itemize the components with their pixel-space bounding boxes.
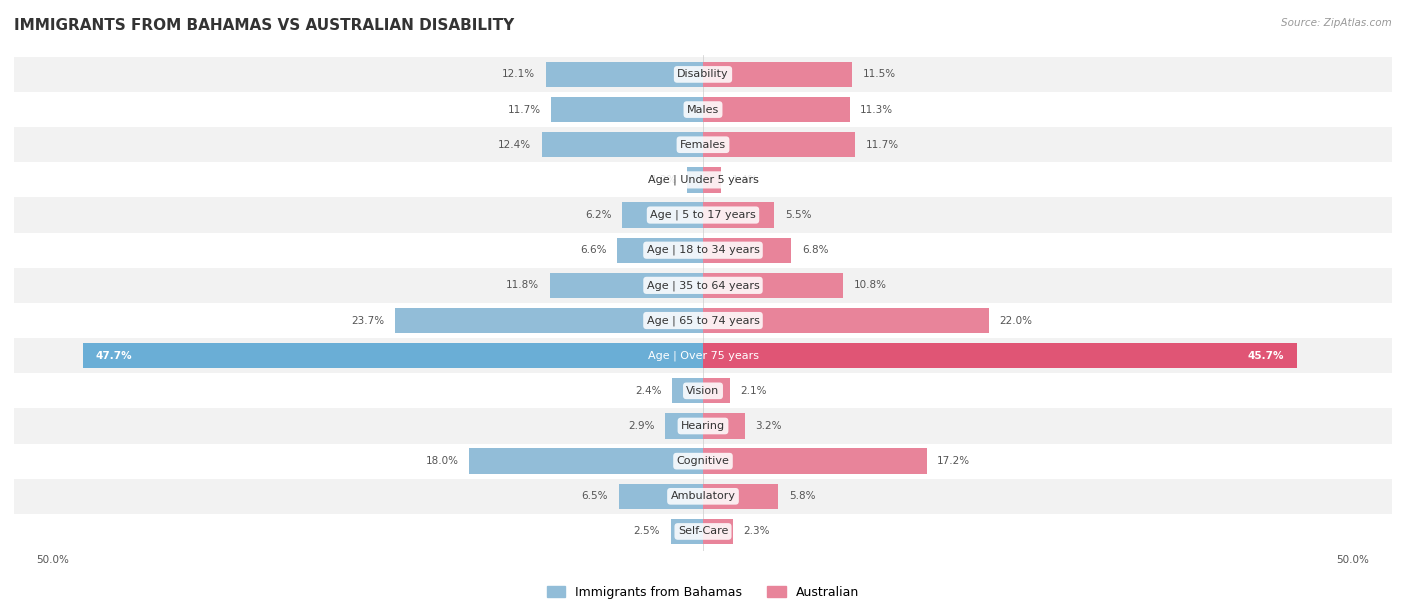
Text: 11.3%: 11.3% <box>860 105 893 114</box>
Text: 2.3%: 2.3% <box>744 526 770 537</box>
Bar <box>703 97 849 122</box>
Text: 1.4%: 1.4% <box>731 175 758 185</box>
Text: Age | Under 5 years: Age | Under 5 years <box>648 174 758 185</box>
Bar <box>83 343 703 368</box>
Bar <box>0 338 1406 373</box>
Text: 5.8%: 5.8% <box>789 491 815 501</box>
Bar <box>617 237 703 263</box>
Text: 17.2%: 17.2% <box>936 456 970 466</box>
Bar <box>703 132 855 157</box>
Bar <box>703 519 733 544</box>
Text: Males: Males <box>688 105 718 114</box>
Bar <box>703 378 730 403</box>
Text: 23.7%: 23.7% <box>352 316 384 326</box>
Text: 11.7%: 11.7% <box>866 140 898 150</box>
Bar <box>0 268 1406 303</box>
Bar <box>703 167 721 193</box>
Text: IMMIGRANTS FROM BAHAMAS VS AUSTRALIAN DISABILITY: IMMIGRANTS FROM BAHAMAS VS AUSTRALIAN DI… <box>14 18 515 34</box>
Bar <box>703 483 779 509</box>
Bar <box>546 62 703 87</box>
Bar <box>0 479 1406 514</box>
Text: Ambulatory: Ambulatory <box>671 491 735 501</box>
Text: 3.2%: 3.2% <box>755 421 782 431</box>
Text: 11.7%: 11.7% <box>508 105 540 114</box>
Bar <box>551 97 703 122</box>
Text: 6.2%: 6.2% <box>585 210 612 220</box>
Text: 2.9%: 2.9% <box>628 421 655 431</box>
Text: 11.8%: 11.8% <box>506 280 540 290</box>
Text: 6.8%: 6.8% <box>801 245 828 255</box>
Text: Age | 35 to 64 years: Age | 35 to 64 years <box>647 280 759 291</box>
Text: Self-Care: Self-Care <box>678 526 728 537</box>
Bar <box>470 449 703 474</box>
Text: 10.8%: 10.8% <box>853 280 887 290</box>
Text: Age | Over 75 years: Age | Over 75 years <box>648 351 758 361</box>
Bar <box>0 198 1406 233</box>
Bar <box>0 92 1406 127</box>
Bar <box>688 167 703 193</box>
Bar <box>703 273 844 298</box>
Bar <box>703 203 775 228</box>
Text: Age | 65 to 74 years: Age | 65 to 74 years <box>647 315 759 326</box>
Bar <box>550 273 703 298</box>
Bar <box>619 483 703 509</box>
Bar <box>703 343 1298 368</box>
Legend: Immigrants from Bahamas, Australian: Immigrants from Bahamas, Australian <box>541 581 865 604</box>
Text: 12.1%: 12.1% <box>502 69 536 80</box>
Text: 18.0%: 18.0% <box>426 456 458 466</box>
Text: 22.0%: 22.0% <box>1000 316 1032 326</box>
Text: Cognitive: Cognitive <box>676 456 730 466</box>
Text: Age | 5 to 17 years: Age | 5 to 17 years <box>650 210 756 220</box>
Bar <box>541 132 703 157</box>
Bar <box>0 233 1406 268</box>
Bar <box>703 449 927 474</box>
Text: 2.5%: 2.5% <box>634 526 659 537</box>
Bar <box>0 57 1406 92</box>
Text: Source: ZipAtlas.com: Source: ZipAtlas.com <box>1281 18 1392 28</box>
Bar <box>0 408 1406 444</box>
Text: 2.1%: 2.1% <box>741 386 768 396</box>
Bar <box>665 413 703 439</box>
Bar <box>0 303 1406 338</box>
Bar <box>703 308 988 333</box>
Text: Hearing: Hearing <box>681 421 725 431</box>
Bar <box>672 378 703 403</box>
Bar <box>703 237 792 263</box>
Text: 6.6%: 6.6% <box>581 245 607 255</box>
Bar <box>0 162 1406 198</box>
Bar <box>0 373 1406 408</box>
Text: Age | 18 to 34 years: Age | 18 to 34 years <box>647 245 759 255</box>
Text: 45.7%: 45.7% <box>1247 351 1284 360</box>
Text: 12.4%: 12.4% <box>498 140 531 150</box>
Bar <box>623 203 703 228</box>
Bar <box>703 62 852 87</box>
Bar <box>395 308 703 333</box>
Text: Females: Females <box>681 140 725 150</box>
Text: 5.5%: 5.5% <box>785 210 811 220</box>
Bar <box>0 444 1406 479</box>
Bar <box>703 413 745 439</box>
Bar <box>0 514 1406 549</box>
Text: Disability: Disability <box>678 69 728 80</box>
Bar <box>0 127 1406 162</box>
Text: 47.7%: 47.7% <box>96 351 132 360</box>
Text: 2.4%: 2.4% <box>636 386 661 396</box>
Text: Vision: Vision <box>686 386 720 396</box>
Text: 6.5%: 6.5% <box>582 491 609 501</box>
Text: 11.5%: 11.5% <box>863 69 896 80</box>
Text: 1.2%: 1.2% <box>651 175 678 185</box>
Bar <box>671 519 703 544</box>
